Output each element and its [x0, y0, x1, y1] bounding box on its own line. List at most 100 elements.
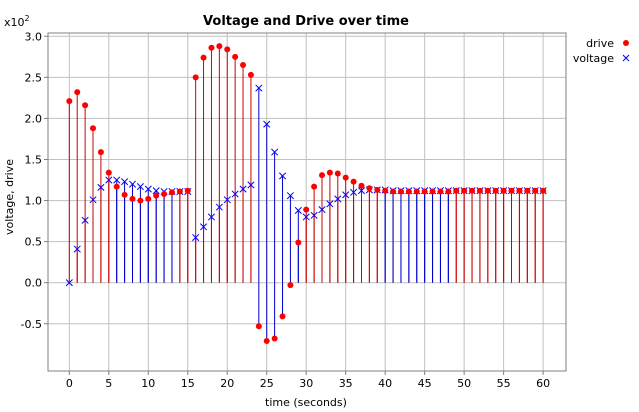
y-tick-label: -0.5: [21, 318, 42, 331]
legend-label-drive: drive: [586, 37, 614, 50]
voltage-point: [239, 185, 247, 193]
drive-point: [90, 125, 97, 132]
drive-point: [129, 195, 136, 202]
drive-point: [390, 188, 397, 195]
drive-point: [121, 191, 128, 198]
drive-point: [224, 46, 231, 53]
drive-point: [366, 185, 373, 192]
drive-point: [271, 335, 278, 342]
y-scale-label: x102: [4, 14, 30, 29]
drive-point: [303, 206, 310, 213]
voltage-point: [318, 206, 326, 214]
y-scale-base: x10: [4, 16, 25, 29]
voltage-point: [255, 84, 263, 92]
drive-point: [287, 282, 294, 289]
x-tick-label: 35: [339, 377, 353, 390]
x-tick-label: 45: [418, 377, 432, 390]
drive-point: [405, 188, 412, 195]
x-tick-label: 20: [220, 377, 234, 390]
drive-point: [429, 188, 436, 195]
y-tick-label: 0.0: [25, 277, 43, 290]
drive-point: [453, 187, 460, 194]
voltage-point: [207, 213, 216, 221]
markers: [65, 43, 547, 345]
drive-point: [255, 323, 262, 330]
voltage-point: [223, 196, 231, 204]
voltage-point: [278, 172, 287, 180]
voltage-point: [326, 200, 334, 208]
drive-point: [279, 313, 286, 320]
drive-point: [232, 53, 239, 60]
y-scale-exponent: 2: [25, 14, 30, 23]
y-tick-label: 2.0: [25, 112, 43, 125]
legend-marker-drive: [623, 40, 629, 46]
voltage-point: [113, 176, 121, 184]
drive-point: [200, 54, 207, 61]
drive-point: [326, 169, 333, 176]
drive-point: [413, 188, 420, 195]
voltage-point: [136, 183, 144, 191]
drive-point: [208, 44, 215, 51]
drive-point: [311, 183, 318, 190]
drive-point: [66, 98, 73, 105]
chart-title: Voltage and Drive over time: [203, 14, 409, 29]
drive-point: [176, 188, 183, 195]
drive-point: [247, 71, 254, 78]
drive-point: [240, 62, 247, 69]
voltage-point: [231, 190, 239, 198]
drive-point: [192, 74, 199, 81]
voltage-point: [144, 185, 152, 193]
drive-point: [105, 169, 112, 176]
x-tick-label: 10: [141, 377, 155, 390]
voltage-point: [294, 206, 302, 214]
y-tick-label: 1.5: [25, 153, 43, 166]
voltage-point: [310, 211, 318, 219]
drive-point: [97, 149, 104, 156]
x-tick-label: 0: [66, 377, 73, 390]
plot-area: [47, 32, 567, 372]
drive-point: [168, 189, 175, 196]
drive-point: [263, 338, 270, 345]
x-tick-label: 60: [536, 377, 550, 390]
voltage-point: [73, 245, 81, 253]
x-tick-label: 55: [497, 377, 511, 390]
voltage-point: [192, 233, 200, 242]
voltage-point: [302, 213, 310, 221]
drive-point: [476, 187, 483, 194]
drive-point: [350, 178, 357, 185]
drive-point: [540, 187, 547, 194]
drive-point: [113, 183, 120, 190]
stems: [68, 46, 544, 342]
drive-point: [445, 188, 452, 195]
voltage-point: [350, 188, 358, 196]
y-axis-label: voltage, drive: [3, 159, 16, 235]
voltage-point: [342, 191, 350, 199]
drive-point: [516, 187, 523, 194]
voltage-point: [128, 180, 137, 188]
voltage-point: [89, 196, 97, 204]
legend-label-voltage: voltage: [573, 52, 614, 65]
voltage-point: [263, 120, 271, 128]
voltage-point: [97, 183, 105, 191]
drive-point: [532, 187, 539, 194]
drive-point: [342, 174, 349, 181]
legend-marker-voltage: [622, 54, 630, 62]
drive-point: [484, 187, 491, 194]
drive-point: [421, 188, 428, 195]
voltage-point: [334, 195, 342, 203]
drive-point: [319, 172, 326, 179]
drive-point: [334, 170, 341, 177]
y-axis-ticks: -0.5 0.0 0.5 1.0 1.5 2.0 2.5 3.0: [21, 30, 48, 331]
drive-point: [137, 197, 144, 204]
voltage-point: [247, 181, 255, 189]
y-tick-label: 2.5: [25, 71, 43, 84]
drive-point: [524, 187, 531, 194]
drive-point: [216, 43, 223, 50]
voltage-point: [286, 192, 294, 200]
voltage-point: [65, 279, 73, 287]
voltage-point: [215, 203, 223, 211]
drive-point: [295, 239, 302, 246]
drive-point: [492, 187, 499, 194]
drive-point: [145, 195, 152, 202]
